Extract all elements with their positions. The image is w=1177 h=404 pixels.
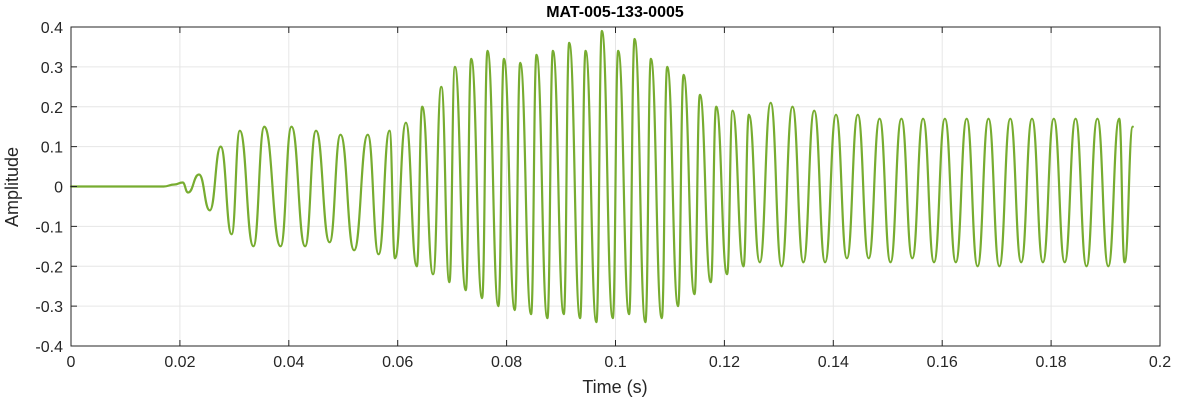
x-tick-label: 0 — [67, 354, 76, 371]
x-tick-label: 0.06 — [382, 354, 413, 371]
x-tick-label: 0.14 — [818, 354, 849, 371]
y-tick-label: 0.2 — [41, 100, 63, 117]
x-tick-label: 0.08 — [491, 354, 522, 371]
x-tick-label: 0.12 — [709, 354, 740, 371]
x-axis-label: Time (s) — [582, 377, 647, 397]
y-tick-label: -0.3 — [35, 299, 63, 316]
x-tick-label: 0.2 — [1149, 354, 1171, 371]
x-tick-label: 0.02 — [164, 354, 195, 371]
x-tick-label: 0.18 — [1036, 354, 1067, 371]
y-tick-label: 0.4 — [41, 20, 63, 37]
y-tick-labels: -0.4 -0.3 -0.2 -0.1 0 0.1 0.2 0.3 0.4 — [35, 20, 63, 356]
x-tick-label: 0.16 — [927, 354, 958, 371]
y-tick-label: 0.3 — [41, 60, 63, 77]
y-tick-label: 0.1 — [41, 140, 63, 157]
y-tick-label: -0.4 — [35, 339, 63, 356]
amplitude-series-line — [69, 29, 1134, 324]
y-tick-label: 0 — [54, 180, 63, 197]
x-tick-label: 0.1 — [604, 354, 626, 371]
y-tick-label: -0.1 — [35, 219, 63, 236]
y-axis-label: Amplitude — [2, 147, 22, 227]
y-tick-label: -0.2 — [35, 259, 63, 276]
ticks — [70, 26, 1161, 347]
series-layer — [69, 29, 1134, 324]
x-tick-label: 0.04 — [273, 354, 304, 371]
chart-title: MAT-005-133-0005 — [546, 4, 684, 21]
x-tick-labels: 0 0.02 0.04 0.06 0.08 0.1 0.12 0.14 0.16 0.18 0.2 — [67, 354, 1172, 371]
